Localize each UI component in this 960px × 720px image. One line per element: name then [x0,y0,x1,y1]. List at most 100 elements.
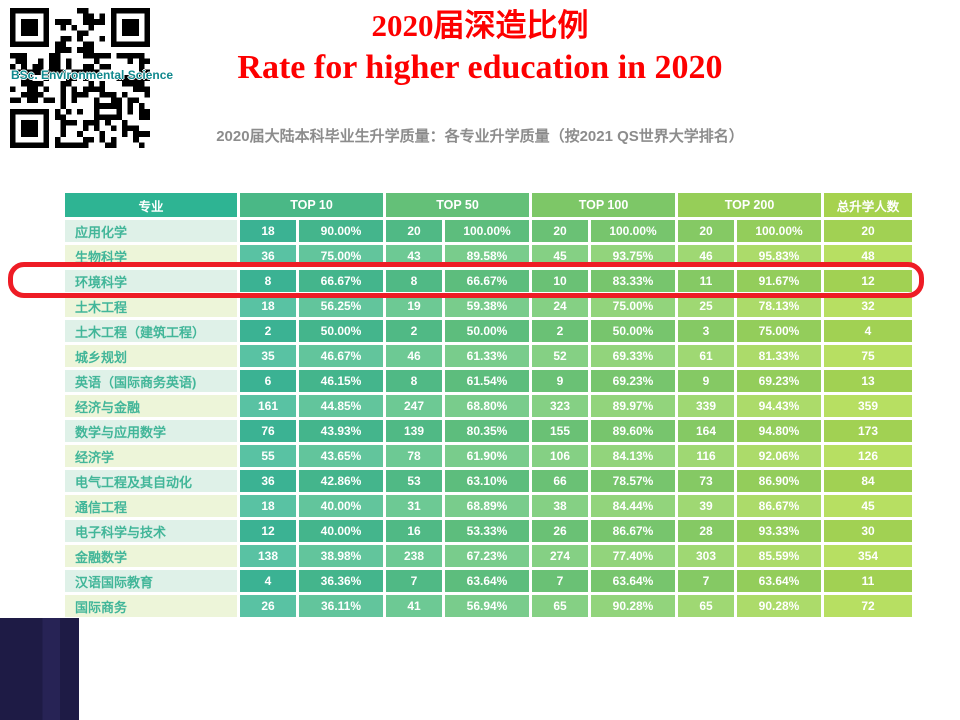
count-cell: 3 [678,320,734,342]
percent-cell: 100.00% [591,220,675,242]
count-cell: 247 [386,395,442,417]
percent-cell: 53.33% [445,520,529,542]
count-cell: 106 [532,445,588,467]
percent-cell: 68.80% [445,395,529,417]
total-cell: 354 [824,545,912,567]
percent-cell: 75.00% [299,245,383,267]
major-cell: 国际商务 [65,595,237,617]
percent-cell: 63.64% [591,570,675,592]
count-cell: 36 [240,470,296,492]
percent-cell: 100.00% [445,220,529,242]
count-cell: 20 [386,220,442,242]
count-cell: 8 [386,370,442,392]
count-cell: 2 [240,320,296,342]
percent-cell: 89.97% [591,395,675,417]
qr-code-image [10,8,150,148]
percent-cell: 75.00% [591,295,675,317]
count-cell: 11 [678,270,734,292]
percent-cell: 61.33% [445,345,529,367]
percent-cell: 63.64% [737,570,821,592]
percent-cell: 36.11% [299,595,383,617]
count-cell: 46 [386,345,442,367]
count-cell: 6 [240,370,296,392]
count-cell: 25 [678,295,734,317]
percent-cell: 81.33% [737,345,821,367]
count-cell: 161 [240,395,296,417]
count-cell: 8 [240,270,296,292]
count-cell: 9 [532,370,588,392]
percent-cell: 63.64% [445,570,529,592]
major-cell: 电气工程及其自动化 [65,470,237,492]
percent-cell: 66.67% [299,270,383,292]
total-cell: 20 [824,220,912,242]
percent-cell: 46.15% [299,370,383,392]
count-cell: 155 [532,420,588,442]
major-cell: 环境科学 [65,270,237,292]
percent-cell: 69.23% [591,370,675,392]
percent-cell: 92.06% [737,445,821,467]
count-cell: 18 [240,495,296,517]
count-cell: 2 [386,320,442,342]
count-cell: 26 [532,520,588,542]
percent-cell: 69.33% [591,345,675,367]
count-cell: 116 [678,445,734,467]
percent-cell: 42.86% [299,470,383,492]
count-cell: 28 [678,520,734,542]
qr-caption: BSc. Environmental Science [11,68,174,82]
percent-cell: 59.38% [445,295,529,317]
total-cell: 126 [824,445,912,467]
percent-cell: 80.35% [445,420,529,442]
header-major: 专业 [65,193,237,217]
count-cell: 20 [678,220,734,242]
count-cell: 7 [532,570,588,592]
percent-cell: 56.25% [299,295,383,317]
count-cell: 2 [532,320,588,342]
percent-cell: 78.57% [591,470,675,492]
admission-quality-table: 专业 TOP 10 TOP 50 TOP 100 TOP 200 总升学人数 应用化学 18 9… [65,193,912,617]
percent-cell: 90.00% [299,220,383,242]
percent-cell: 38.98% [299,545,383,567]
count-cell: 20 [532,220,588,242]
header-group: TOP 50 [386,193,529,217]
percent-cell: 50.00% [445,320,529,342]
percent-cell: 90.28% [737,595,821,617]
total-cell: 45 [824,495,912,517]
total-cell: 4 [824,320,912,342]
percent-cell: 94.80% [737,420,821,442]
table-subtitle: 2020届大陆本科毕业生升学质量：各专业升学质量（按2021 QS世界大学排名） [216,128,744,145]
count-cell: 9 [678,370,734,392]
page-title-en: Rate for higher education in 2020 [237,49,723,86]
total-cell: 13 [824,370,912,392]
count-cell: 339 [678,395,734,417]
percent-cell: 75.00% [737,320,821,342]
percent-cell: 68.89% [445,495,529,517]
percent-cell: 84.13% [591,445,675,467]
percent-cell: 94.43% [737,395,821,417]
header-group: TOP 200 [678,193,821,217]
page-title-cn: 2020届深造比例 [371,8,589,43]
count-cell: 26 [240,595,296,617]
major-cell: 数学与应用数学 [65,420,237,442]
percent-cell: 93.33% [737,520,821,542]
major-cell: 生物科学 [65,245,237,267]
count-cell: 36 [240,245,296,267]
percent-cell: 50.00% [299,320,383,342]
count-cell: 76 [240,420,296,442]
major-cell: 英语（国际商务英语) [65,370,237,392]
major-cell: 城乡规划 [65,345,237,367]
count-cell: 65 [532,595,588,617]
percent-cell: 95.83% [737,245,821,267]
percent-cell: 69.23% [737,370,821,392]
qr-code: BSc. Environmental Science [10,8,174,148]
total-cell: 359 [824,395,912,417]
percent-cell: 78.13% [737,295,821,317]
major-cell: 土木工程（建筑工程） [65,320,237,342]
count-cell: 46 [678,245,734,267]
percent-cell: 100.00% [737,220,821,242]
percent-cell: 67.23% [445,545,529,567]
count-cell: 41 [386,595,442,617]
total-cell: 12 [824,270,912,292]
percent-cell: 90.28% [591,595,675,617]
count-cell: 8 [386,270,442,292]
